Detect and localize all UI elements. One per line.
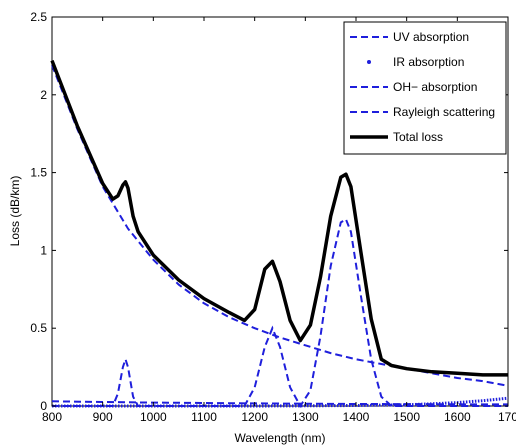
x-tick-label: 1400 [343,410,370,424]
y-tick-label: 0 [40,399,47,413]
x-tick-label: 170 [498,410,516,424]
legend-label-oh-absorption: OH− absorption [393,80,477,94]
y-axis-label: Loss (dB/km) [8,176,22,247]
y-tick-label: 1 [40,243,47,257]
legend-label-ir-absorption: IR absorption [393,55,464,69]
series-line-oh-absorption [52,217,508,408]
x-axis-label: Wavelength (nm) [235,431,326,445]
y-tick-label: 2.5 [30,10,47,24]
series-line-total-loss [50,59,508,377]
legend-label-total-loss: Total loss [393,130,443,144]
series-line-uv-absorption [51,400,509,406]
legend-label-uv-absorption: UV absorption [393,30,469,44]
x-tick-label: 1300 [292,410,319,424]
x-tick-label: 1100 [191,410,217,424]
y-tick-label: 2 [40,88,47,102]
series-line-rayleigh-scattering [51,64,509,387]
x-tick-label: 1600 [444,410,471,424]
x-tick-label: 800 [42,410,62,424]
legend: UV absorption IR absorption OH− absorption… [343,21,507,155]
x-tick-label: 1200 [241,410,268,424]
y-tick-label: 0.5 [30,321,47,335]
series-layer [50,59,509,408]
x-tick-label: 1000 [140,410,167,424]
y-tick-label: 1.5 [30,166,47,180]
legend-marker-ir-absorption [367,60,371,64]
axis-layer: 800 900 1000 1100 1200 1300 1400 1500 1600 17000.… [30,10,516,424]
legend-box [343,21,507,155]
x-tick-label: 900 [93,410,113,424]
x-tick-label: 1500 [393,410,420,424]
legend-label-rayleigh-scattering: Rayleigh scattering [393,105,495,119]
legend-items: UV absorption IR absorption OH− absorption… [350,30,495,144]
